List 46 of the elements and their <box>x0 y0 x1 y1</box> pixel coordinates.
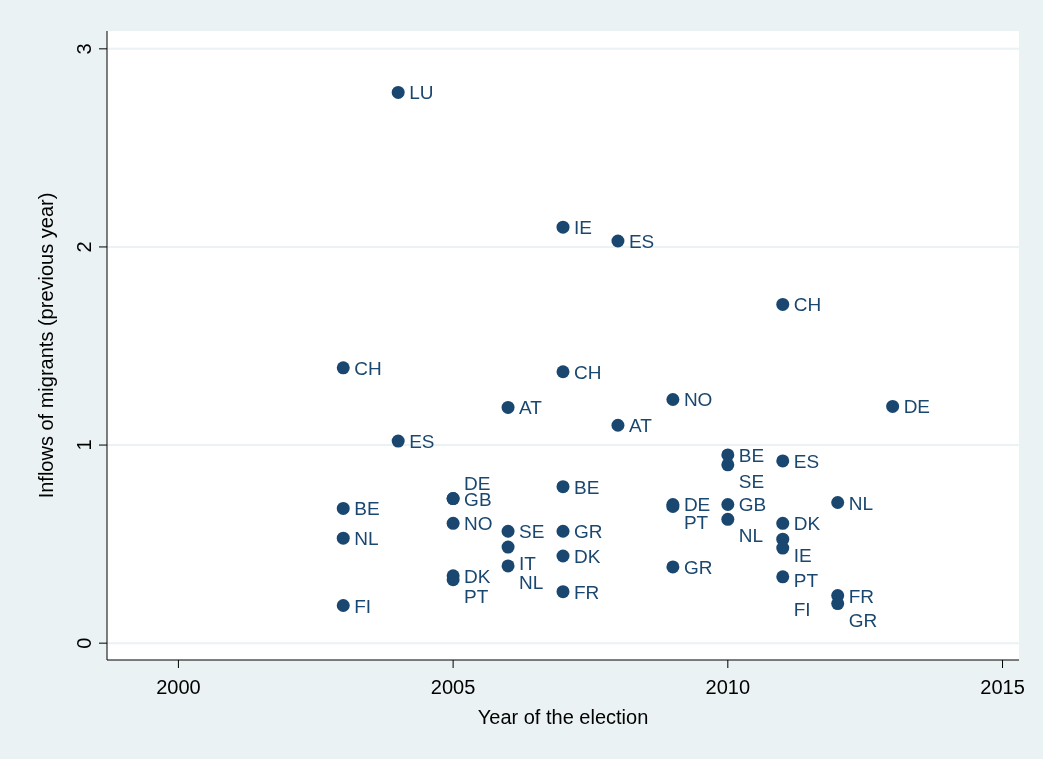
annotation: ES <box>793 450 820 472</box>
annotation: LU <box>409 82 434 104</box>
annotation: IE <box>793 545 812 567</box>
annotation: AT <box>628 415 653 437</box>
y-axis-title: Inflows of migrants (previous year) <box>35 192 57 499</box>
annotation: NO <box>464 513 493 535</box>
annotation: NL <box>354 528 379 550</box>
annotation: CH <box>793 294 822 316</box>
x-tick-label: 2015 <box>980 676 1025 698</box>
annotation: PT <box>793 570 819 592</box>
x-tick-label: 2000 <box>156 676 201 698</box>
annotation: CH <box>574 361 602 383</box>
annotation: FI <box>354 595 372 617</box>
annotation: AT <box>519 397 543 419</box>
annotation: DK <box>574 545 601 567</box>
y-tick-label: 1 <box>73 439 95 451</box>
annotation: BE <box>354 498 380 520</box>
x-tick-label: 2010 <box>705 676 751 698</box>
annotation: GR <box>683 556 713 578</box>
annotation: BE <box>574 476 600 498</box>
annotation: DE <box>464 472 491 494</box>
annotation: FI <box>793 598 811 620</box>
x-axis-title: Year of the election <box>477 706 649 728</box>
annotation: DE <box>903 396 931 418</box>
annotation: CH <box>354 357 382 379</box>
annotation: NL <box>848 492 873 514</box>
annotation: ES <box>409 431 435 453</box>
annotation: DK <box>793 513 821 535</box>
annotation: NL <box>738 525 764 547</box>
annotation: FR <box>574 581 600 603</box>
y-tick-label: 3 <box>73 43 95 55</box>
annotation: FR <box>848 585 875 607</box>
annotation: ES <box>628 231 655 252</box>
annotation: SE <box>519 521 545 543</box>
annotation: DK <box>464 565 491 587</box>
y-tick-label: 0 <box>73 637 95 649</box>
annotation: IE <box>574 217 592 239</box>
annotation: GR <box>574 521 603 543</box>
annotation: GB <box>738 494 767 516</box>
annotation: GR <box>848 609 878 631</box>
y-tick-label: 2 <box>73 241 95 253</box>
annotation: PT <box>464 585 489 607</box>
annotation: NO <box>683 389 713 411</box>
annotation: SE <box>738 470 765 492</box>
x-tick-label: 2005 <box>430 676 476 698</box>
annotation: BE <box>738 444 765 466</box>
